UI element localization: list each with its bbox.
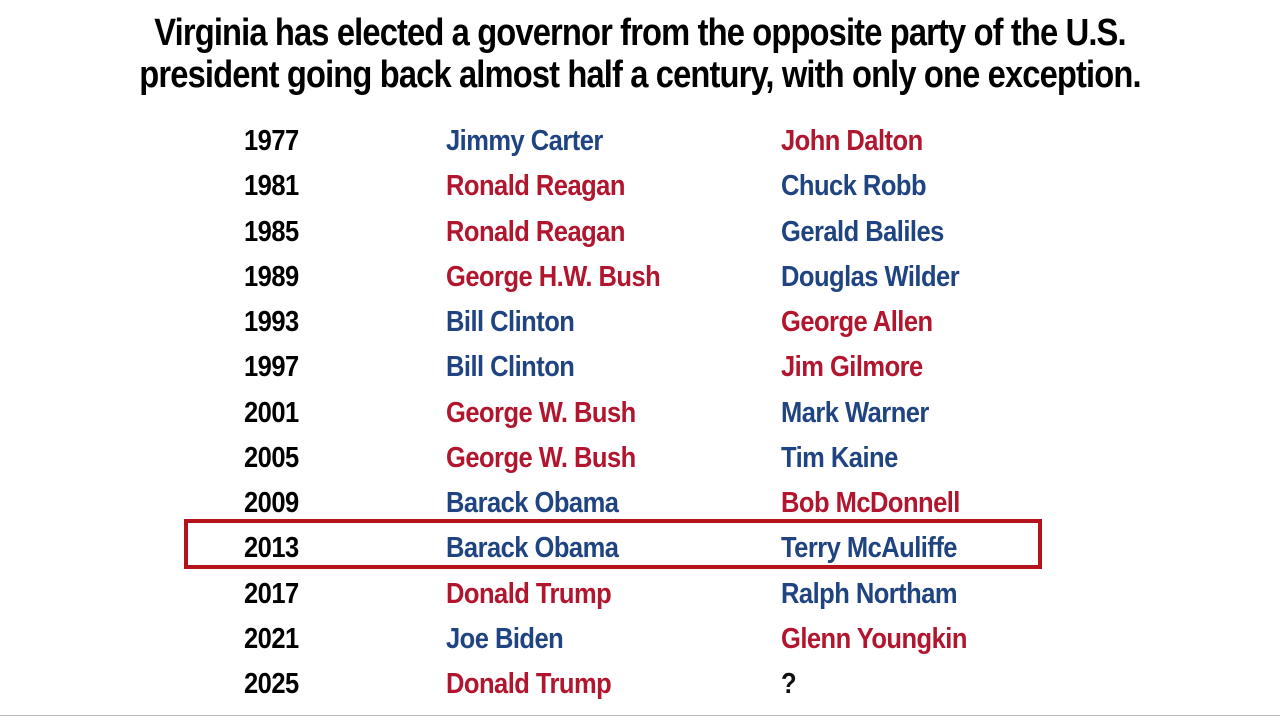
governor-cell: Terry McAuliffe — [781, 532, 957, 565]
president-cell: Barack Obama — [446, 487, 619, 519]
highlight-box — [184, 519, 1042, 570]
year-cell: 1981 — [244, 170, 299, 203]
year-cell: 1997 — [244, 351, 299, 384]
governor-cell: ? — [781, 668, 797, 700]
president-cell: Bill Clinton — [446, 306, 575, 338]
president-cell: Donald Trump — [446, 577, 612, 610]
president-cell: George W. Bush — [446, 396, 636, 429]
year-cell: 2017 — [244, 577, 299, 610]
title-line: president going back almost half a centu… — [139, 54, 1141, 96]
governor-cell: George Allen — [781, 306, 933, 338]
president-cell: Barack Obama — [446, 532, 619, 565]
governor-cell: Glenn Youngkin — [781, 622, 967, 655]
president-cell: Joe Biden — [446, 622, 564, 655]
governor-cell: Gerald Baliles — [781, 215, 944, 248]
bottom-rule — [0, 715, 1280, 716]
year-cell: 2013 — [244, 532, 299, 565]
governor-cell: Chuck Robb — [781, 170, 927, 203]
president-cell: Ronald Reagan — [446, 215, 625, 248]
year-cell: 2021 — [244, 622, 299, 655]
governor-cell: Jim Gilmore — [781, 351, 923, 384]
year-cell: 1989 — [244, 260, 299, 293]
president-cell: Bill Clinton — [446, 351, 575, 384]
governor-cell: Tim Kaine — [781, 441, 898, 474]
governor-cell: John Dalton — [781, 125, 923, 157]
year-cell: 1993 — [244, 306, 299, 338]
governor-cell: Douglas Wilder — [781, 260, 960, 293]
year-cell: 2001 — [244, 396, 299, 429]
governor-cell: Mark Warner — [781, 396, 929, 429]
president-cell: Jimmy Carter — [446, 125, 603, 157]
governor-cell: Ralph Northam — [781, 577, 958, 610]
president-cell: George W. Bush — [446, 441, 636, 474]
president-cell: George H.W. Bush — [446, 260, 661, 293]
year-cell: 1977 — [244, 125, 299, 157]
president-cell: Ronald Reagan — [446, 170, 625, 203]
year-cell: 2009 — [244, 487, 299, 519]
year-cell: 2025 — [244, 668, 299, 700]
president-cell: Donald Trump — [446, 668, 612, 700]
year-cell: 2005 — [244, 441, 299, 474]
title-line: Virginia has elected a governor from the… — [154, 12, 1126, 54]
governor-cell: Bob McDonnell — [781, 487, 960, 519]
year-cell: 1985 — [244, 215, 299, 248]
